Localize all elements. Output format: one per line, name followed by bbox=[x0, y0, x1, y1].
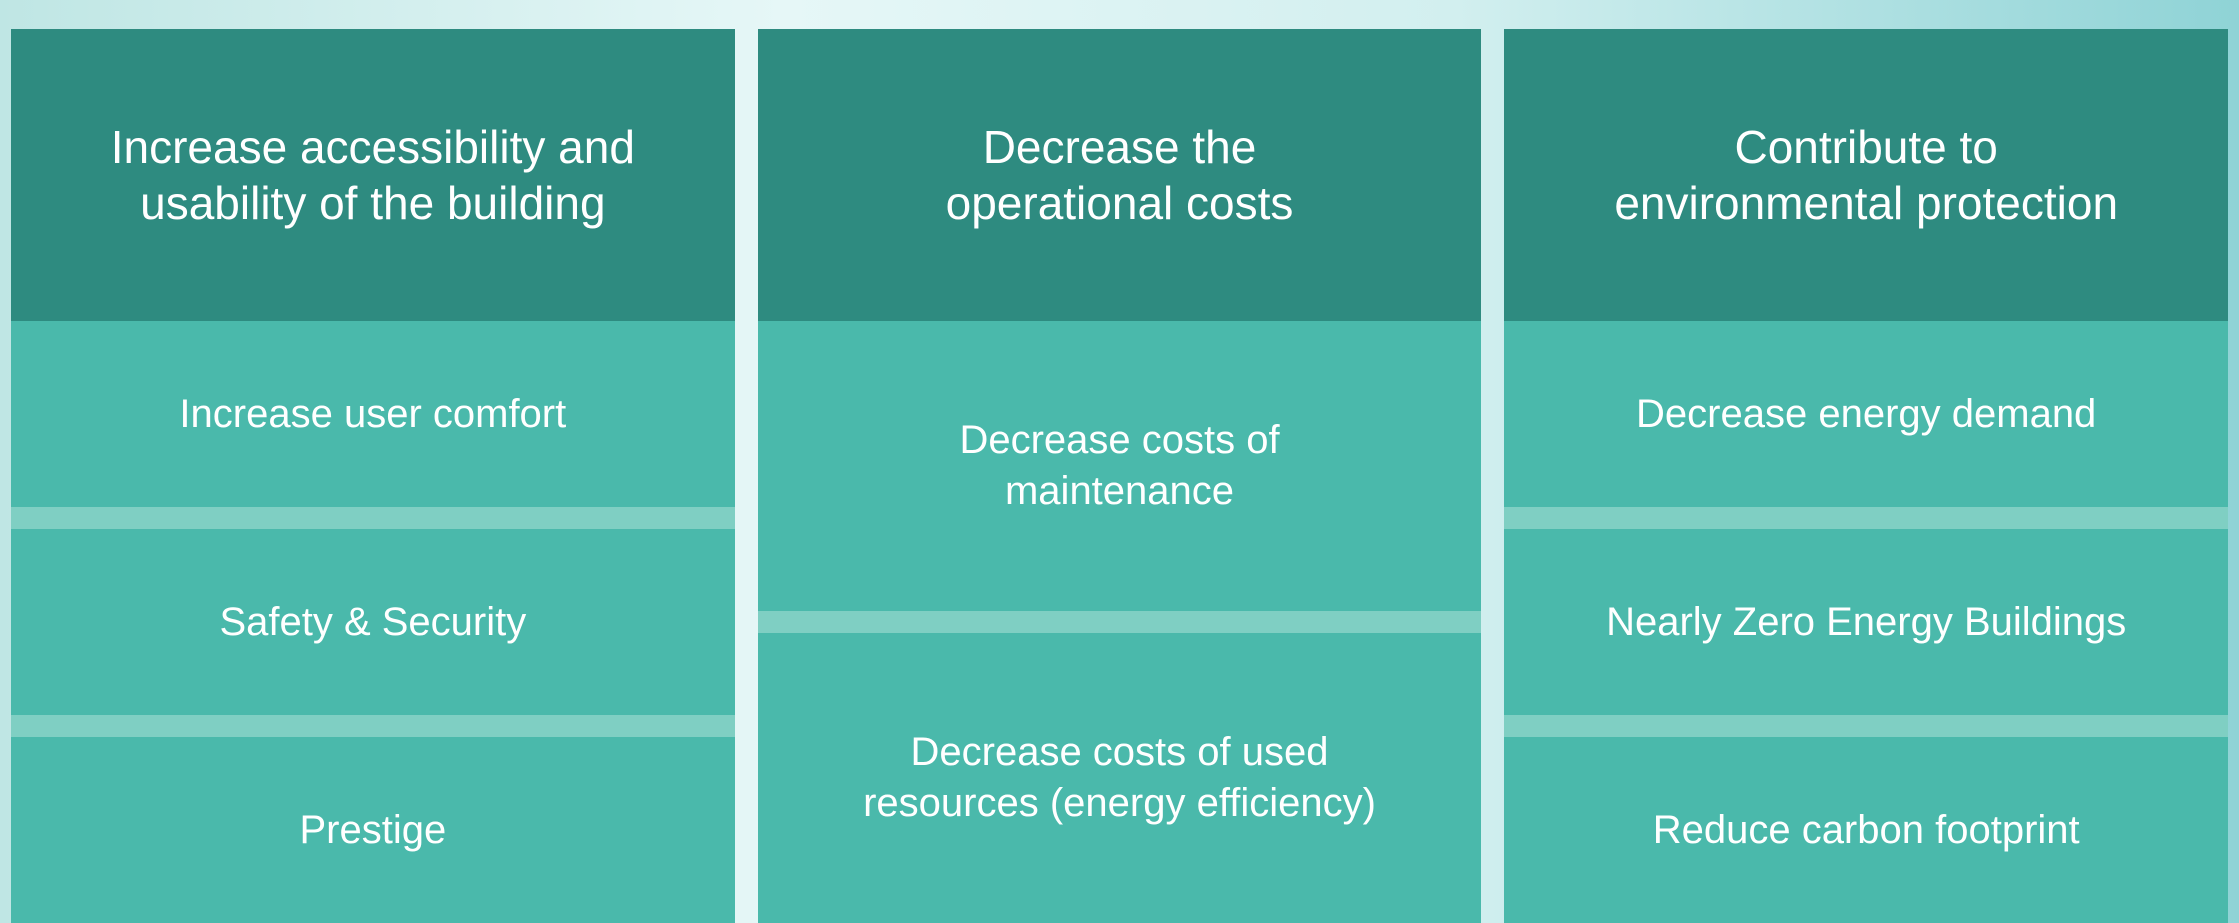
item-cell: Decrease energy demand bbox=[1504, 321, 2229, 507]
text-line: usability of the building bbox=[140, 177, 606, 229]
column-header: Contribute to environmental protection bbox=[1504, 29, 2229, 321]
text-line: resources (energy efficiency) bbox=[863, 781, 1376, 825]
text-line: Decrease costs of used bbox=[910, 730, 1329, 774]
item-cell: Increase user comfort bbox=[11, 321, 735, 507]
text-line: maintenance bbox=[1004, 469, 1235, 513]
item-cell: Nearly Zero Energy Buildings bbox=[1504, 529, 2229, 715]
text-line: Increase user comfort bbox=[179, 391, 567, 436]
item-list: Decrease costs of maintenance Decrease cos… bbox=[757, 321, 1482, 923]
item-cell: Decrease costs of maintenance bbox=[757, 321, 1482, 611]
item-cell: Prestige bbox=[11, 737, 735, 923]
item-list: Increase user comfort Safety & Security Pr… bbox=[11, 321, 735, 923]
text-line: Decrease the bbox=[982, 121, 1257, 173]
text-line: Contribute to bbox=[1734, 121, 1998, 173]
item-cell: Decrease costs of used resources (energy … bbox=[757, 633, 1482, 923]
column-header: Increase accessibility and usability of t… bbox=[11, 29, 735, 321]
board: Increase accessibility and usability of t… bbox=[11, 29, 2229, 923]
text-line: Decrease costs of bbox=[959, 418, 1280, 462]
column: Increase accessibility and usability of t… bbox=[11, 29, 735, 923]
item-cell: Reduce carbon footprint bbox=[1504, 737, 2229, 923]
text-line: Prestige bbox=[299, 807, 447, 852]
column: Decrease the operational costs Decrease co… bbox=[757, 29, 1482, 923]
text-line: Decrease energy demand bbox=[1636, 391, 2097, 436]
text-line: Nearly Zero Energy Buildings bbox=[1606, 599, 2127, 644]
item-cell: Safety & Security bbox=[11, 529, 735, 715]
item-list: Decrease energy demand Nearly Zero Energy… bbox=[1504, 321, 2229, 923]
text-line: Safety & Security bbox=[219, 599, 527, 644]
text-line: Reduce carbon footprint bbox=[1652, 807, 2080, 852]
column-header: Decrease the operational costs bbox=[757, 29, 1482, 321]
column: Contribute to environmental protection Dec… bbox=[1504, 29, 2229, 923]
text-line: environmental protection bbox=[1614, 177, 2119, 229]
text-line: Increase accessibility and bbox=[110, 121, 635, 173]
text-line: operational costs bbox=[945, 177, 1294, 229]
